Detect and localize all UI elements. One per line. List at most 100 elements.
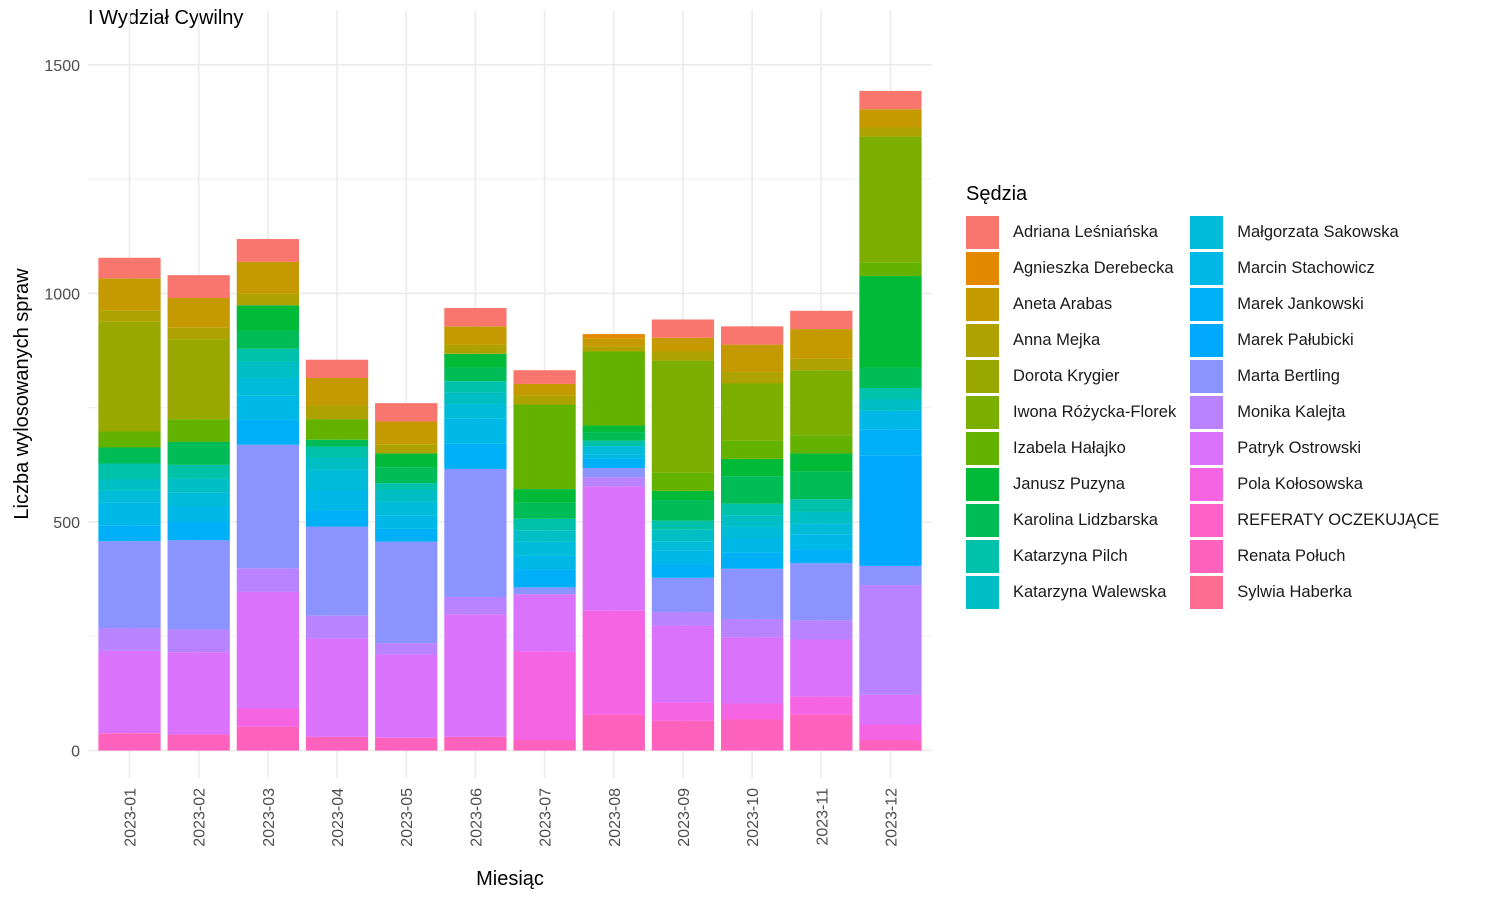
legend-item: Dorota Krygier [966, 358, 1176, 394]
bar-segment [305, 378, 369, 406]
x-tick-label: 2023-06 [468, 788, 485, 847]
bar-segment [236, 444, 299, 569]
bar-segment [98, 628, 161, 651]
bar-segment [375, 444, 438, 454]
bar-segment [98, 541, 161, 629]
bar-segment [167, 339, 230, 420]
bar-segment [236, 708, 299, 727]
chart-title: I Wydział Cywilny [88, 7, 244, 29]
bar-segment [236, 419, 299, 445]
bar-segment [305, 490, 369, 511]
bar-segment [721, 526, 784, 538]
bar-segment [375, 541, 438, 644]
plot-area: 0 500 1000 1500 2023-01 2023-02 2023-03 2023-04… [11, 10, 932, 890]
bar-segment [790, 523, 853, 535]
bar-segment [375, 737, 438, 751]
bar-segment [167, 734, 230, 751]
legend-label: Anna Mejka [1013, 330, 1101, 349]
bar-segment [721, 703, 784, 720]
bar-segment [721, 372, 784, 384]
legend-swatch [966, 539, 999, 573]
bar-segment [236, 330, 299, 349]
bar-segment [236, 377, 299, 396]
bar-segment [582, 440, 645, 447]
legend-item: Monika Kalejta [1190, 394, 1439, 430]
bar-segment [444, 614, 507, 737]
bar-segment [98, 525, 161, 542]
bar-segment [582, 610, 645, 715]
bar-segment [859, 127, 922, 137]
bar-segment [859, 388, 922, 400]
legend-item: REFERATY OCZEKUJĄCE [1190, 502, 1439, 538]
legend-swatch [1190, 215, 1224, 249]
bar-segment [513, 404, 576, 490]
bar-segment [305, 419, 369, 440]
bar-segment [790, 329, 853, 359]
bar-segment [651, 612, 715, 626]
bar-segment [651, 541, 715, 551]
bar-segment [375, 643, 438, 655]
bar-segment [859, 585, 922, 695]
x-tick-label: 2023-11 [814, 788, 831, 846]
bar-segment [721, 552, 784, 569]
bar-segment [790, 639, 853, 697]
x-tick-label: 2023-08 [607, 788, 624, 847]
bar-segment [790, 549, 853, 564]
bar-segment [513, 569, 576, 588]
bar-segment [375, 654, 438, 738]
legend-item: Marcin Stachowicz [1190, 250, 1439, 286]
legend-label: Katarzyna Walewska [1013, 582, 1167, 601]
bar-segment [721, 503, 784, 516]
bar-segment [98, 733, 161, 751]
bar-segment [444, 596, 507, 615]
bar-segment [98, 463, 161, 480]
legend-swatch [1190, 323, 1224, 357]
bar-segment [582, 458, 645, 469]
y-tick-label: 500 [53, 515, 80, 532]
legend-swatch [966, 503, 999, 537]
legend-swatch [1190, 395, 1224, 429]
y-tick-label: 0 [71, 744, 80, 761]
bar-segment [790, 358, 853, 371]
legend-label: Renata Połuch [1237, 546, 1346, 565]
legend-swatch [966, 467, 999, 501]
bar-segment [582, 425, 645, 433]
bar-segment [236, 261, 299, 294]
bar-segment [444, 381, 507, 393]
bar-segment [236, 361, 299, 378]
bar-segment [859, 694, 922, 725]
bar-segment [375, 483, 438, 490]
legend-swatch [1190, 539, 1224, 573]
bar-segment [790, 499, 853, 512]
x-tick-label: 2023-09 [676, 788, 693, 847]
bar-segment [375, 515, 438, 529]
legend-item: Katarzyna Walewska [966, 574, 1176, 610]
legend-label: Patryk Ostrowski [1237, 438, 1362, 457]
bar-segment [167, 478, 230, 493]
bar-segment [721, 515, 784, 527]
legend-swatch [966, 287, 999, 321]
bar-segment [444, 736, 507, 751]
x-tick-label: 2023-04 [330, 788, 347, 847]
bar-segment [582, 432, 645, 441]
legend-column-2: Małgorzata Sakowska Marcin Stachowicz Mare… [1190, 214, 1439, 610]
bar-segment [236, 305, 299, 331]
legend-label: Janusz Puzyna [1013, 474, 1125, 493]
legend-label: Pola Kołosowska [1237, 474, 1363, 493]
bar-segment [167, 506, 230, 522]
bar-segment [859, 724, 922, 741]
legend-label: Agnieszka Derebecka [1013, 258, 1174, 277]
bar-segment [721, 440, 784, 459]
bar-segment [790, 534, 853, 550]
bar-segment [513, 530, 576, 542]
bar-segment [236, 293, 299, 306]
bar-segment [721, 719, 784, 751]
x-tick-label: 2023-12 [883, 788, 900, 847]
bar-segment [859, 90, 922, 110]
legend-label: Izabela Hałajko [1013, 438, 1126, 457]
bar-segment [305, 526, 369, 616]
bar-segment [859, 276, 922, 368]
x-tick-label: 2023-02 [192, 788, 209, 847]
bar-segment [859, 429, 922, 456]
legend-swatch [966, 251, 999, 285]
